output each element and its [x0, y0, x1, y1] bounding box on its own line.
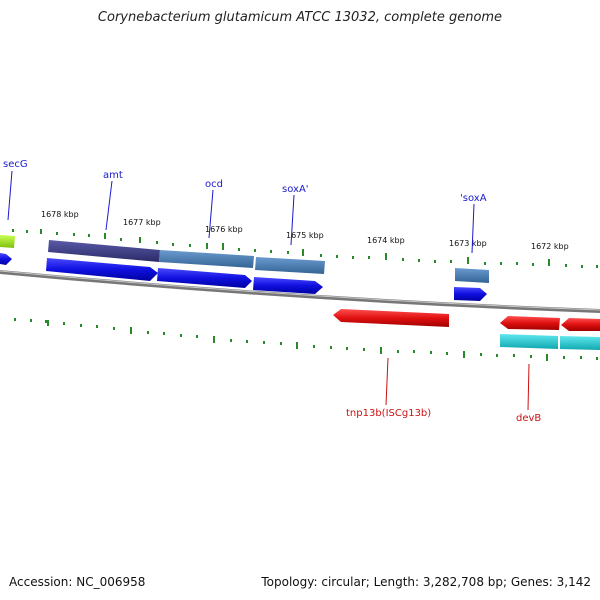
label-devB[interactable]: devB — [516, 413, 541, 424]
scale-label: 1675 kbp — [286, 231, 324, 240]
cds-tnp13b-arrow[interactable] — [333, 309, 449, 327]
label-tnp13b[interactable]: tnp13b(ISCg13b) — [346, 408, 431, 419]
genome-backbone — [0, 270, 600, 313]
gene-devB[interactable] — [500, 334, 558, 349]
label-ocd[interactable]: ocd — [205, 179, 223, 190]
map-title: Corynebacterium glutamicum ATCC 13032, c… — [97, 10, 503, 25]
scale-label: 1674 kbp — [367, 236, 405, 245]
label-prime-soxA[interactable]: 'soxA — [460, 193, 487, 204]
gene-next[interactable] — [560, 336, 600, 350]
gene-ocd[interactable] — [159, 250, 254, 268]
cds-soxA-prime-arrow[interactable] — [253, 277, 323, 294]
scale-label: 1676 kbp — [205, 225, 243, 234]
label-leaders — [7, 170, 530, 411]
upper-tick-track — [12, 229, 598, 268]
scale-label: 1678 kbp — [41, 210, 79, 219]
cds-prime-soxA-arrow[interactable] — [454, 287, 487, 301]
cds-devB-arrow[interactable] — [500, 316, 560, 330]
genome-summary-text: Topology: circular; Length: 3,282,708 bp… — [261, 575, 591, 589]
cds-secG-arrow[interactable] — [0, 253, 12, 265]
scale-label: 1677 kbp — [123, 218, 161, 227]
gene-secG[interactable] — [0, 235, 15, 248]
cds-amt-arrow[interactable] — [46, 258, 158, 281]
lower-tick-track — [14, 318, 598, 361]
label-soxA-prime[interactable]: soxA' — [282, 184, 309, 195]
label-amt[interactable]: amt — [103, 170, 123, 181]
gene-amt[interactable] — [48, 240, 160, 262]
scale-label: 1672 kbp — [531, 242, 569, 251]
scale-label: 1673 kbp — [449, 239, 487, 248]
cds-ocd-arrow[interactable] — [157, 268, 252, 288]
gene-prime-soxA[interactable] — [455, 268, 489, 283]
cds-next-arrow[interactable] — [561, 318, 600, 331]
gene-soxA-prime[interactable] — [255, 257, 325, 274]
label-secG[interactable]: secG — [3, 159, 28, 170]
accession-text: Accession: NC_006958 — [9, 575, 146, 589]
genome-backbone-highlight — [0, 270, 600, 311]
